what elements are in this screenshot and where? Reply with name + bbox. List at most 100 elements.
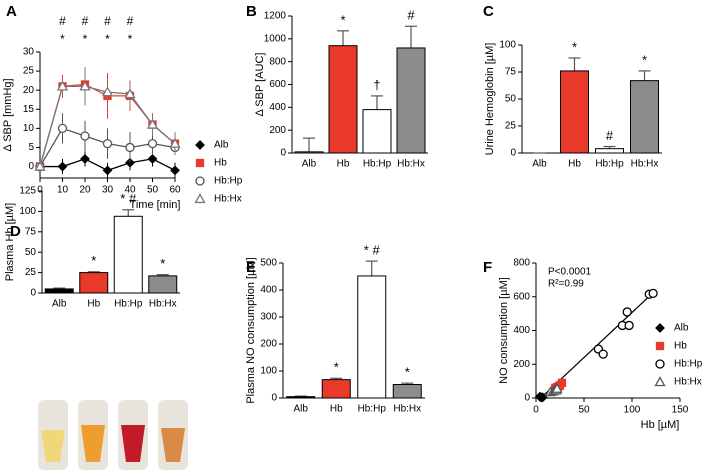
bar [321, 379, 351, 399]
y-tick-label: 200 [513, 359, 530, 370]
marker [57, 161, 68, 172]
significance-mark: * # [120, 191, 137, 206]
bar [328, 45, 358, 154]
x-tick-label: 0 [533, 405, 539, 416]
bar [79, 272, 109, 294]
x-tick-label: Alb [302, 159, 317, 170]
panel-label: E [246, 259, 256, 276]
marker [101, 86, 114, 97]
significance-mark: # [82, 14, 89, 28]
marker [146, 118, 159, 129]
y-tick-label: 25 [23, 66, 35, 77]
significance-mark: * [340, 12, 345, 27]
y-axis-label: Plasma NO consumption [µM] [245, 257, 257, 403]
bar [392, 384, 422, 399]
bar [630, 80, 659, 154]
marker [169, 137, 181, 148]
marker [124, 88, 136, 99]
y-tick-label: 600 [513, 291, 530, 302]
y-tick-label: 1200 [264, 11, 287, 22]
stat-text: P<0.0001 [548, 267, 592, 278]
y-tick-label: 0 [30, 288, 36, 299]
y-axis-label: Plasma Hb [µM] [4, 203, 16, 281]
marker [170, 165, 180, 176]
x-tick-label: Alb [532, 159, 547, 170]
x-tick-label: 30 [102, 185, 114, 196]
tube-liquid [161, 428, 185, 462]
marker [125, 142, 135, 153]
marker [624, 320, 634, 331]
y-tick-label: 500 [260, 258, 277, 269]
legend-label: Hb:Hx [674, 377, 702, 388]
y-tick-label: 0 [510, 148, 516, 159]
marker [147, 153, 158, 164]
y-tick-label: 30 [23, 47, 35, 58]
significance-mark: # [127, 14, 134, 28]
x-tick-label: Hb [337, 159, 350, 170]
x-tick-label: Hb:Hp [363, 159, 392, 170]
y-tick-label: 200 [269, 125, 286, 136]
marker [655, 323, 665, 333]
y-tick-label: 1000 [264, 33, 287, 44]
panel-label: F [483, 259, 492, 276]
significance-mark: * [105, 32, 110, 46]
significance-mark: * [642, 52, 647, 67]
legend-label: Hb:Hx [214, 194, 242, 205]
marker [598, 349, 608, 359]
significance-mark: * [334, 360, 339, 375]
significance-mark: † [373, 77, 380, 92]
x-tick-label: Hb:Hx [631, 159, 659, 170]
panel-label: C [483, 3, 494, 20]
significance-mark: # [606, 128, 614, 143]
marker [80, 153, 90, 164]
y-tick-label: 25 [505, 121, 517, 132]
x-tick-label: 50 [578, 405, 590, 416]
y-tick-label: 0 [28, 161, 34, 172]
significance-mark: * # [364, 243, 381, 258]
legend-label: Alb [214, 140, 229, 151]
y-axis-label: Δ SBP [mmHg] [2, 78, 14, 151]
y-tick-label: 125 [19, 186, 36, 197]
marker [34, 160, 46, 171]
x-tick-label: Hb:Hp [358, 404, 387, 415]
y-tick-label: 75 [505, 67, 517, 78]
marker [195, 140, 205, 150]
bar [595, 148, 624, 154]
y-tick-label: 400 [513, 325, 530, 336]
y-tick-label: 800 [513, 258, 530, 269]
y-axis-label: Δ SBP [AUC] [254, 52, 266, 116]
x-tick-label: Alb [294, 404, 309, 415]
y-tick-label: 100 [19, 206, 36, 217]
x-tick-label: 150 [672, 405, 689, 416]
marker [551, 382, 563, 393]
x-tick-label: 10 [57, 185, 69, 196]
panel-label: D [10, 223, 21, 240]
x-axis-label: Time [min] [130, 199, 181, 211]
y-tick-label: 0 [280, 148, 286, 159]
bar [396, 47, 426, 154]
marker [195, 176, 205, 186]
y-tick-label: 75 [25, 226, 37, 237]
marker [102, 165, 113, 176]
y-axis-label: NO consumption [µM] [498, 277, 510, 384]
y-tick-label: 50 [25, 247, 37, 258]
marker [622, 307, 632, 317]
legend-label: Hb:Hp [214, 176, 243, 187]
bar [362, 109, 392, 154]
y-tick-label: 300 [260, 312, 277, 323]
y-tick-label: 25 [25, 267, 37, 278]
y-tick-label: 0 [271, 393, 277, 404]
x-tick-label: Hb [330, 404, 343, 415]
bar [113, 215, 143, 294]
marker [102, 138, 113, 149]
significance-mark: * [128, 32, 133, 46]
significance-mark: # [59, 14, 66, 28]
x-tick-label: 40 [124, 185, 136, 196]
x-tick-label: Hb [87, 299, 100, 310]
marker [648, 288, 658, 299]
bar [286, 396, 316, 399]
stat-text: R²=0.99 [548, 279, 584, 290]
marker [655, 359, 665, 369]
significance-mark: * [405, 365, 410, 380]
